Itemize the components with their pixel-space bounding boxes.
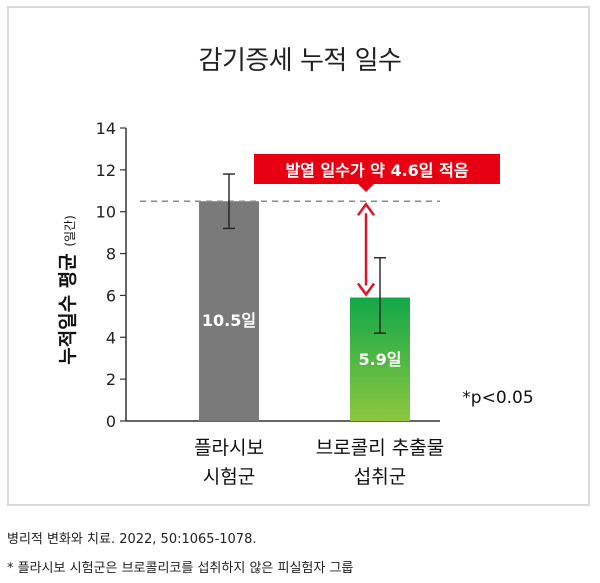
x-tick-label: 브로콜리 추출물 [316, 437, 444, 459]
chart-panel [7, 6, 590, 506]
x-tick-label: 플라시보 [194, 437, 264, 459]
callout-pointer [358, 184, 374, 192]
significance-label: *p<0.05 [462, 388, 533, 408]
arrow-head-up [356, 202, 376, 216]
x-tick-label: 시험군 [203, 466, 255, 488]
y-tick-label: 10 [96, 203, 116, 222]
y-tick-label: 6 [106, 286, 116, 305]
source-citation: 병리적 변화와 치료. 2022, 50:1065-1078. [7, 532, 257, 547]
y-tick-label: 14 [96, 119, 116, 138]
callout-text: 발열 일수가 약 4.6일 적음 [285, 161, 468, 180]
bar [199, 201, 259, 421]
y-tick-label: 2 [106, 370, 116, 389]
callout-box [254, 154, 500, 184]
y-tick-label: 4 [106, 328, 116, 347]
placebo-footnote: * 플라시보 시험군은 브로콜리코를 섭취하지 않은 피실험자 그룹 [7, 561, 354, 576]
chart-title: 감기증세 누적 일수 [198, 46, 402, 76]
y-tick-label: 12 [96, 161, 116, 180]
y-tick-label: 8 [106, 245, 116, 264]
y-tick-label: 0 [106, 412, 116, 431]
data-label: 10.5일 [202, 311, 256, 330]
y-axis-label: 누적일수 평균 (일간) [57, 215, 79, 365]
arrow-head-down [356, 282, 376, 297]
data-label: 5.9일 [358, 350, 401, 369]
x-tick-label: 섭취군 [354, 466, 406, 488]
